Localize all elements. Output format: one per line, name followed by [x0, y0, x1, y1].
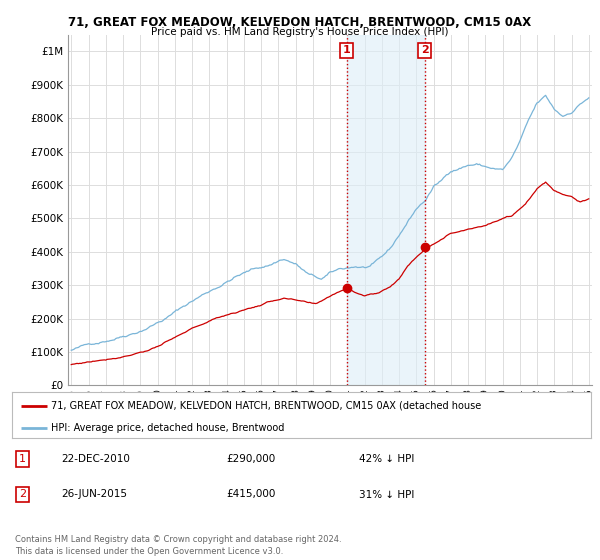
- Text: 31% ↓ HPI: 31% ↓ HPI: [359, 489, 415, 500]
- Text: 22-DEC-2010: 22-DEC-2010: [61, 454, 130, 464]
- Text: Price paid vs. HM Land Registry's House Price Index (HPI): Price paid vs. HM Land Registry's House …: [151, 27, 449, 37]
- Text: £290,000: £290,000: [226, 454, 275, 464]
- Text: 1: 1: [19, 454, 26, 464]
- Text: HPI: Average price, detached house, Brentwood: HPI: Average price, detached house, Bren…: [52, 423, 285, 433]
- Text: 26-JUN-2015: 26-JUN-2015: [61, 489, 127, 500]
- Text: 71, GREAT FOX MEADOW, KELVEDON HATCH, BRENTWOOD, CM15 0AX (detached house: 71, GREAT FOX MEADOW, KELVEDON HATCH, BR…: [52, 401, 482, 411]
- Text: 2: 2: [19, 489, 26, 500]
- Text: Contains HM Land Registry data © Crown copyright and database right 2024.
This d: Contains HM Land Registry data © Crown c…: [15, 535, 341, 556]
- Text: 1: 1: [343, 45, 350, 55]
- Text: 42% ↓ HPI: 42% ↓ HPI: [359, 454, 415, 464]
- Bar: [347, 35, 425, 385]
- Text: £415,000: £415,000: [226, 489, 275, 500]
- Text: 2: 2: [421, 45, 428, 55]
- Text: 71, GREAT FOX MEADOW, KELVEDON HATCH, BRENTWOOD, CM15 0AX: 71, GREAT FOX MEADOW, KELVEDON HATCH, BR…: [68, 16, 532, 29]
